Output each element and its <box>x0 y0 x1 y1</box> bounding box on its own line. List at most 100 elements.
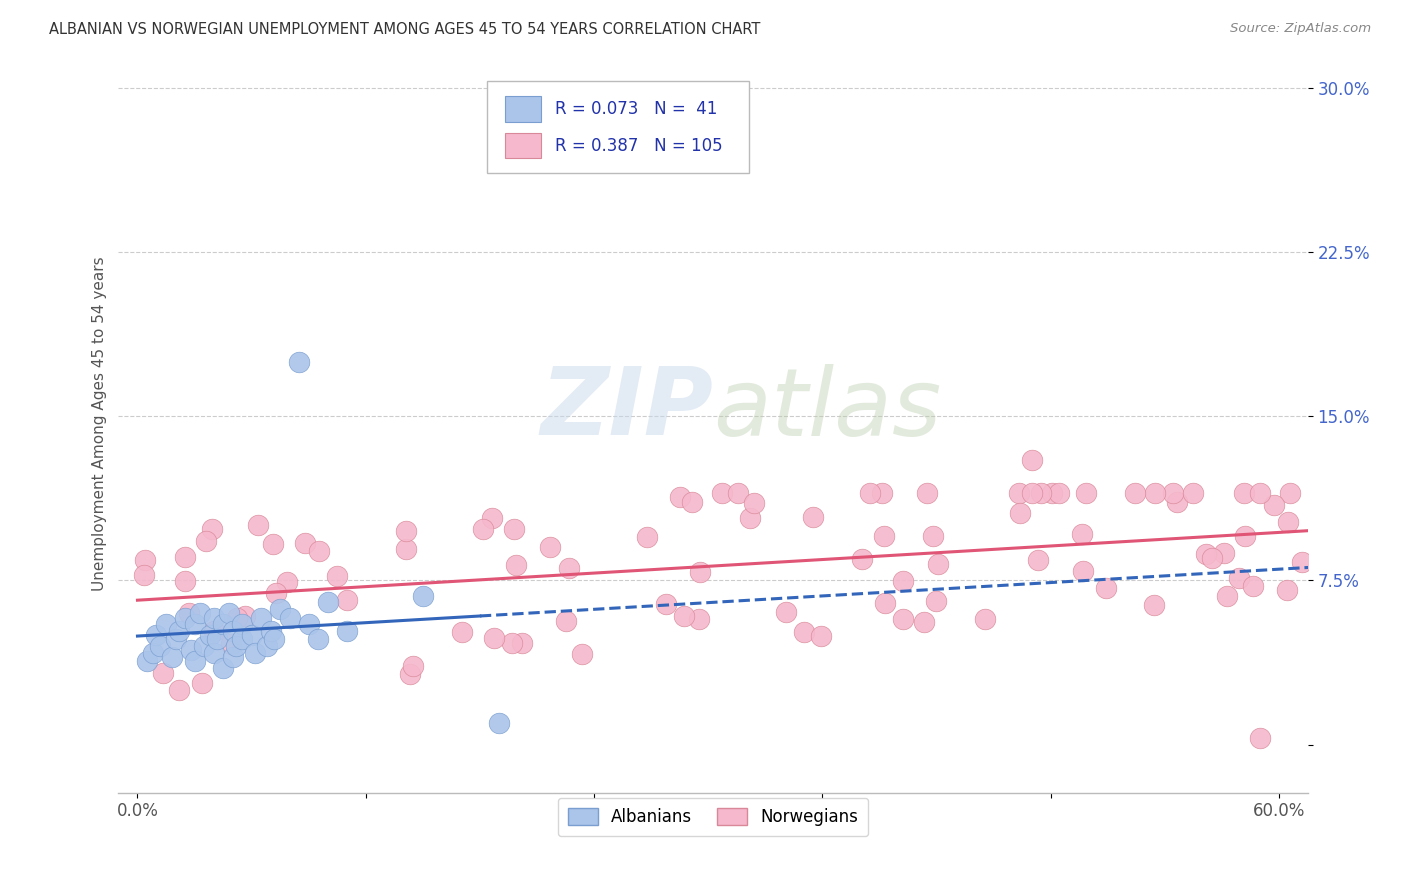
Point <box>1028 553 1050 567</box>
Point <box>1031 486 1053 500</box>
Point <box>1166 494 1188 508</box>
Point <box>183 617 205 632</box>
Point <box>1073 565 1095 579</box>
Point <box>1277 515 1299 529</box>
Point <box>155 617 177 632</box>
Text: ZIP: ZIP <box>540 363 713 455</box>
Point <box>1291 555 1313 569</box>
Point <box>193 639 215 653</box>
Point <box>174 610 197 624</box>
Point <box>294 536 316 550</box>
Point <box>681 494 703 508</box>
Point <box>471 523 494 537</box>
Point <box>1021 486 1043 500</box>
Point <box>221 650 243 665</box>
Point <box>231 632 253 647</box>
Point <box>212 661 235 675</box>
Point <box>502 522 524 536</box>
Legend: Albanians, Norwegians: Albanians, Norwegians <box>558 797 869 836</box>
FancyBboxPatch shape <box>486 81 748 173</box>
Text: R = 0.073   N =  41: R = 0.073 N = 41 <box>555 100 717 118</box>
Point <box>278 610 301 624</box>
Point <box>263 632 285 647</box>
Point <box>307 632 329 647</box>
Point <box>266 586 288 600</box>
Point <box>925 594 948 608</box>
Point <box>212 617 235 632</box>
Point <box>256 639 278 653</box>
Point <box>873 596 896 610</box>
Point <box>1123 486 1146 500</box>
Point <box>398 667 420 681</box>
Point <box>152 665 174 680</box>
Point <box>259 624 281 638</box>
Point <box>183 654 205 668</box>
Point <box>142 646 165 660</box>
Point <box>1040 486 1063 500</box>
Point <box>191 675 214 690</box>
Point <box>859 486 882 500</box>
Point <box>246 517 269 532</box>
Point <box>136 654 159 668</box>
Point <box>219 637 242 651</box>
Point <box>512 636 534 650</box>
Point <box>1234 528 1257 542</box>
Point <box>218 606 240 620</box>
Point <box>226 611 249 625</box>
Point <box>873 529 896 543</box>
Point <box>326 569 349 583</box>
Point <box>1143 599 1166 613</box>
Point <box>571 647 593 661</box>
Point <box>1212 546 1234 560</box>
Point <box>450 624 472 639</box>
Point <box>201 523 224 537</box>
Point <box>1278 486 1301 500</box>
Point <box>505 558 527 573</box>
Text: ALBANIAN VS NORWEGIAN UNEMPLOYMENT AMONG AGES 45 TO 54 YEARS CORRELATION CHART: ALBANIAN VS NORWEGIAN UNEMPLOYMENT AMONG… <box>49 22 761 37</box>
Point <box>927 557 949 571</box>
Point <box>250 610 273 624</box>
Point <box>1216 589 1239 603</box>
Point <box>198 628 221 642</box>
Point <box>195 534 218 549</box>
Point <box>134 567 156 582</box>
Point <box>810 629 832 643</box>
Point <box>174 549 197 564</box>
Point <box>1144 486 1167 500</box>
Point <box>1074 486 1097 500</box>
Point <box>974 612 997 626</box>
Point <box>269 602 291 616</box>
Point <box>1095 581 1118 595</box>
Point <box>221 624 243 638</box>
Point <box>336 624 359 638</box>
Point <box>262 537 284 551</box>
Point <box>1249 731 1271 745</box>
Point <box>298 617 321 632</box>
Point <box>202 610 225 624</box>
Point <box>803 509 825 524</box>
Point <box>793 624 815 639</box>
Point <box>922 528 945 542</box>
Point <box>1227 571 1250 585</box>
Point <box>1243 578 1265 592</box>
Point <box>1249 486 1271 500</box>
Point <box>167 682 190 697</box>
Point <box>316 595 339 609</box>
Point <box>538 541 561 555</box>
Point <box>775 605 797 619</box>
Point <box>336 593 359 607</box>
Point <box>202 646 225 660</box>
Point <box>654 597 676 611</box>
Point <box>1275 582 1298 597</box>
Text: Source: ZipAtlas.com: Source: ZipAtlas.com <box>1230 22 1371 36</box>
Point <box>174 574 197 588</box>
Point <box>554 614 576 628</box>
Text: atlas: atlas <box>713 364 941 455</box>
Point <box>1070 526 1092 541</box>
Y-axis label: Unemployment Among Ages 45 to 54 years: Unemployment Among Ages 45 to 54 years <box>93 257 107 591</box>
Point <box>149 639 172 653</box>
FancyBboxPatch shape <box>505 95 540 121</box>
Point <box>394 524 416 538</box>
Point <box>160 650 183 665</box>
Point <box>134 553 156 567</box>
